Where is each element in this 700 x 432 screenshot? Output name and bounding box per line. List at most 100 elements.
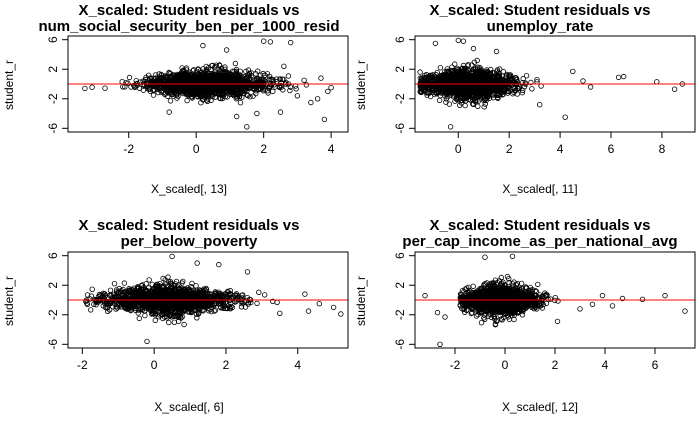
data-point	[236, 93, 243, 100]
data-point	[178, 76, 185, 83]
panel-3-title-line1: X_scaled: Student residuals vs	[79, 217, 300, 234]
data-point	[305, 308, 312, 314]
data-point	[330, 304, 337, 311]
data-point	[219, 95, 226, 102]
data-point	[167, 98, 174, 104]
data-point	[274, 299, 280, 306]
data-point	[671, 86, 678, 92]
data-point	[462, 102, 468, 109]
data-point	[216, 62, 223, 68]
data-point	[281, 63, 287, 69]
data-point	[273, 76, 280, 82]
panel-4-y-axis-label: student_r	[354, 276, 368, 326]
panel-1-title-line1: X_scaled: Student residuals vs	[79, 2, 300, 19]
data-point	[265, 88, 271, 94]
data-point	[587, 84, 594, 90]
data-point	[209, 62, 216, 69]
data-point	[277, 76, 283, 83]
data-point	[155, 86, 161, 92]
data-point	[199, 87, 205, 93]
data-point	[224, 94, 230, 100]
data-point	[236, 76, 242, 83]
data-point	[186, 89, 192, 95]
y-tick-label: -2	[46, 309, 60, 320]
data-point	[111, 281, 118, 287]
panel-1-x-axis-label: X_scaled[, 13]	[151, 182, 227, 196]
data-point	[238, 78, 245, 84]
panel-2-ticks: 0 2 4 6 8-6-226	[393, 36, 665, 156]
data-point	[213, 86, 220, 92]
data-point	[258, 76, 265, 82]
panel-1-title-line2: num_social_security_ben_per_1000_resid	[38, 18, 339, 35]
data-point	[172, 78, 179, 84]
data-point	[203, 94, 210, 100]
y-tick-label: -2	[393, 93, 407, 104]
panel-4-ticks: -2 0 2 4 6-6-226	[393, 252, 658, 372]
data-point	[455, 37, 461, 44]
data-point	[231, 91, 237, 98]
data-point	[190, 74, 196, 80]
data-point	[278, 82, 284, 89]
data-point	[234, 76, 240, 82]
data-point	[222, 64, 228, 70]
data-point	[470, 45, 477, 52]
data-point	[181, 321, 187, 328]
data-point	[328, 84, 334, 91]
data-point	[308, 99, 314, 106]
data-point	[180, 90, 186, 97]
data-point	[325, 88, 331, 95]
data-point	[260, 70, 266, 77]
x-tick-label: 0	[455, 142, 462, 156]
data-point	[89, 84, 95, 90]
data-point	[261, 38, 267, 44]
data-point	[244, 92, 250, 98]
data-point	[126, 74, 133, 81]
x-tick-label: -2	[77, 358, 88, 372]
panel-2: X_scaled: Student residuals vs unemploy_…	[354, 2, 696, 196]
data-point	[204, 88, 211, 95]
data-point	[89, 286, 95, 292]
panel-2-points	[417, 37, 685, 130]
y-tick-label: -2	[46, 93, 60, 104]
data-point	[266, 76, 273, 82]
y-tick-label: -2	[393, 309, 407, 320]
data-point	[154, 79, 160, 85]
data-point	[142, 312, 148, 319]
data-point	[245, 67, 252, 73]
panel-4-title-line1: X_scaled: Student residuals vs	[430, 217, 651, 234]
data-point	[180, 67, 186, 74]
data-point	[288, 39, 294, 46]
data-point	[208, 97, 214, 104]
data-point	[172, 82, 178, 88]
x-tick-label: 8	[659, 142, 666, 156]
data-point	[150, 92, 157, 98]
data-point	[171, 72, 177, 79]
data-point	[432, 40, 439, 47]
x-tick-label: 4	[328, 142, 335, 156]
data-point	[270, 76, 276, 83]
x-tick-label: 6	[652, 358, 659, 372]
data-point	[219, 89, 226, 96]
panel-3-x-axis-label: X_scaled[, 6]	[154, 400, 223, 414]
y-tick-label: 2	[46, 66, 60, 73]
x-tick-label: 2	[260, 142, 267, 156]
y-tick-label: 2	[46, 282, 60, 289]
data-point	[316, 301, 322, 307]
data-point	[160, 89, 167, 96]
data-point	[271, 82, 277, 88]
data-point	[270, 88, 276, 95]
data-point	[193, 89, 199, 95]
data-point	[235, 86, 242, 93]
data-point	[254, 110, 260, 117]
data-point	[254, 300, 260, 307]
data-point	[158, 71, 164, 78]
data-point	[621, 73, 627, 80]
data-point	[199, 86, 206, 92]
data-point	[194, 260, 200, 266]
data-point	[232, 60, 239, 67]
data-point	[228, 76, 234, 83]
data-point	[260, 81, 266, 88]
data-point	[246, 82, 252, 89]
data-point	[277, 310, 283, 316]
